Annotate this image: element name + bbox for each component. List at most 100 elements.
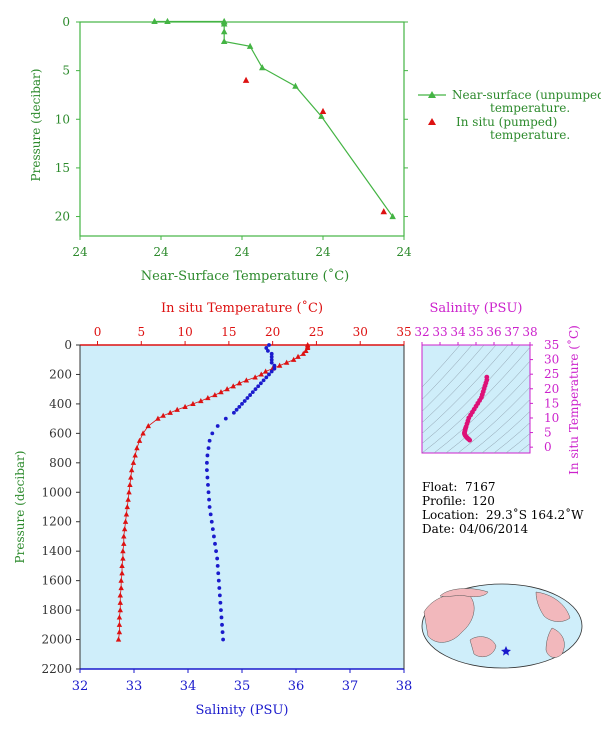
ts-y-tick-label: 5: [544, 426, 552, 440]
float-location-star-icon: [501, 646, 511, 656]
salinity-point: [205, 468, 209, 473]
near-surface-y-label: Pressure (decibar): [29, 69, 43, 182]
temperature-point: [117, 592, 123, 598]
salinity-point: [206, 446, 211, 450]
ts-y-tick-label: 10: [544, 411, 559, 425]
temperature-point: [167, 409, 173, 415]
temperature-point: [121, 540, 127, 546]
near-surface-y-tick-label: 20: [55, 210, 70, 224]
ts-x-tick-label: 32: [414, 325, 429, 339]
ts-x-tick-label: 33: [432, 325, 447, 339]
temperature-point: [134, 445, 140, 451]
ts-density-contour: [422, 345, 497, 423]
legend-label-unpumped: Near-surface (unpumped): [452, 88, 601, 102]
temperature-point: [118, 585, 124, 591]
salinity-point: [240, 402, 244, 406]
ts-density-contour: [422, 345, 461, 388]
ts-density-contour: [517, 443, 530, 453]
salinity-point: [221, 637, 226, 642]
salinity-point: [207, 438, 212, 443]
ts-density-contour: [493, 422, 530, 453]
profile-y-tick-label: 1600: [41, 574, 72, 588]
temperature-point: [136, 437, 143, 443]
map-land-north: [439, 588, 489, 598]
salinity-point: [267, 372, 271, 377]
ts-x-label: Salinity (PSU): [430, 301, 523, 316]
ts-density-contour: [529, 452, 530, 453]
salinity-point: [217, 586, 222, 590]
salinity-point: [256, 384, 261, 389]
salinity-tick-label: 37: [342, 679, 359, 694]
temperature-point: [190, 400, 196, 407]
salinity-point: [269, 369, 274, 374]
temperature-point: [132, 452, 138, 458]
salinity-point: [267, 343, 271, 347]
near-surface-x-tick-label: 24: [396, 245, 412, 259]
temperature-tick-label: 10: [177, 325, 192, 339]
ts-density-contour: [422, 345, 485, 412]
temperature-point: [140, 430, 146, 436]
temperature-axis-label: In situ Temperature (˚C): [161, 300, 323, 316]
salinity-point: [220, 630, 225, 635]
salinity-point: [245, 396, 250, 400]
salinity-point: [248, 393, 253, 397]
temperature-point: [205, 395, 211, 401]
temperature-point: [121, 533, 127, 539]
ts-point: [467, 437, 473, 443]
salinity-point: [266, 348, 270, 353]
profile-y-tick-label: 1400: [41, 544, 72, 558]
temperature-point: [128, 467, 135, 473]
ts-x-tick-label: 38: [522, 325, 537, 339]
salinity-point: [250, 390, 255, 395]
salinity-point: [264, 375, 269, 380]
profile-label: Profile:: [422, 494, 466, 508]
ts-y-tick-label: 35: [544, 338, 559, 352]
salinity-point: [232, 410, 236, 415]
temperature-point: [122, 518, 129, 524]
salinity-tick-label: 34: [180, 679, 197, 694]
salinity-point: [269, 360, 274, 365]
salinity-point: [269, 351, 274, 356]
ts-x-tick-label: 37: [504, 325, 519, 339]
temperature-point: [243, 377, 250, 383]
salinity-tick-label: 33: [126, 679, 143, 694]
temperature-point: [230, 383, 236, 389]
near-surface-legend: Near-surface (unpumped) temperature. In …: [418, 88, 601, 142]
salinity-point: [237, 404, 242, 409]
salinity-point: [269, 354, 274, 359]
temperature-point: [174, 406, 180, 412]
salinity-point: [223, 416, 228, 421]
ts-y-tick-label: 25: [544, 367, 559, 381]
temperature-point: [300, 350, 306, 356]
salinity-point: [219, 615, 224, 620]
ts-x-tick-label: 34: [450, 325, 466, 339]
temperature-point: [276, 362, 283, 368]
temperature-point: [130, 459, 137, 465]
salinity-point: [259, 381, 263, 386]
float-value: 7167: [465, 480, 496, 494]
salinity-point: [253, 387, 258, 392]
salinity-tick-label: 35: [234, 679, 251, 694]
float-label: Float:: [422, 480, 457, 494]
profile-y-tick-label: 600: [49, 426, 72, 440]
legend-label-pumped: In situ (pumped): [456, 115, 557, 129]
salinity-point: [205, 453, 210, 458]
salinity-point: [215, 424, 220, 428]
salinity-point: [205, 460, 209, 465]
temperature-point: [145, 423, 152, 429]
near-surface-temperature-point: [318, 112, 325, 119]
near-surface-temperature-point: [259, 64, 266, 71]
salinity-point: [217, 593, 222, 598]
in-situ-temperature-point: [380, 208, 387, 215]
temperature-point: [119, 570, 125, 576]
date-label: Date:: [422, 522, 455, 536]
temperature-point: [303, 347, 309, 353]
map-land-south-america: [545, 627, 565, 658]
profile-y-tick-label: 1000: [41, 485, 72, 499]
ts-y-tick-label: 0: [544, 440, 552, 454]
temperature-point: [182, 403, 188, 409]
ts-y-label: In situ Temperature (˚C): [566, 325, 581, 475]
profile-y-tick-label: 200: [49, 367, 72, 381]
near-surface-y-tick-label: 10: [55, 112, 70, 126]
